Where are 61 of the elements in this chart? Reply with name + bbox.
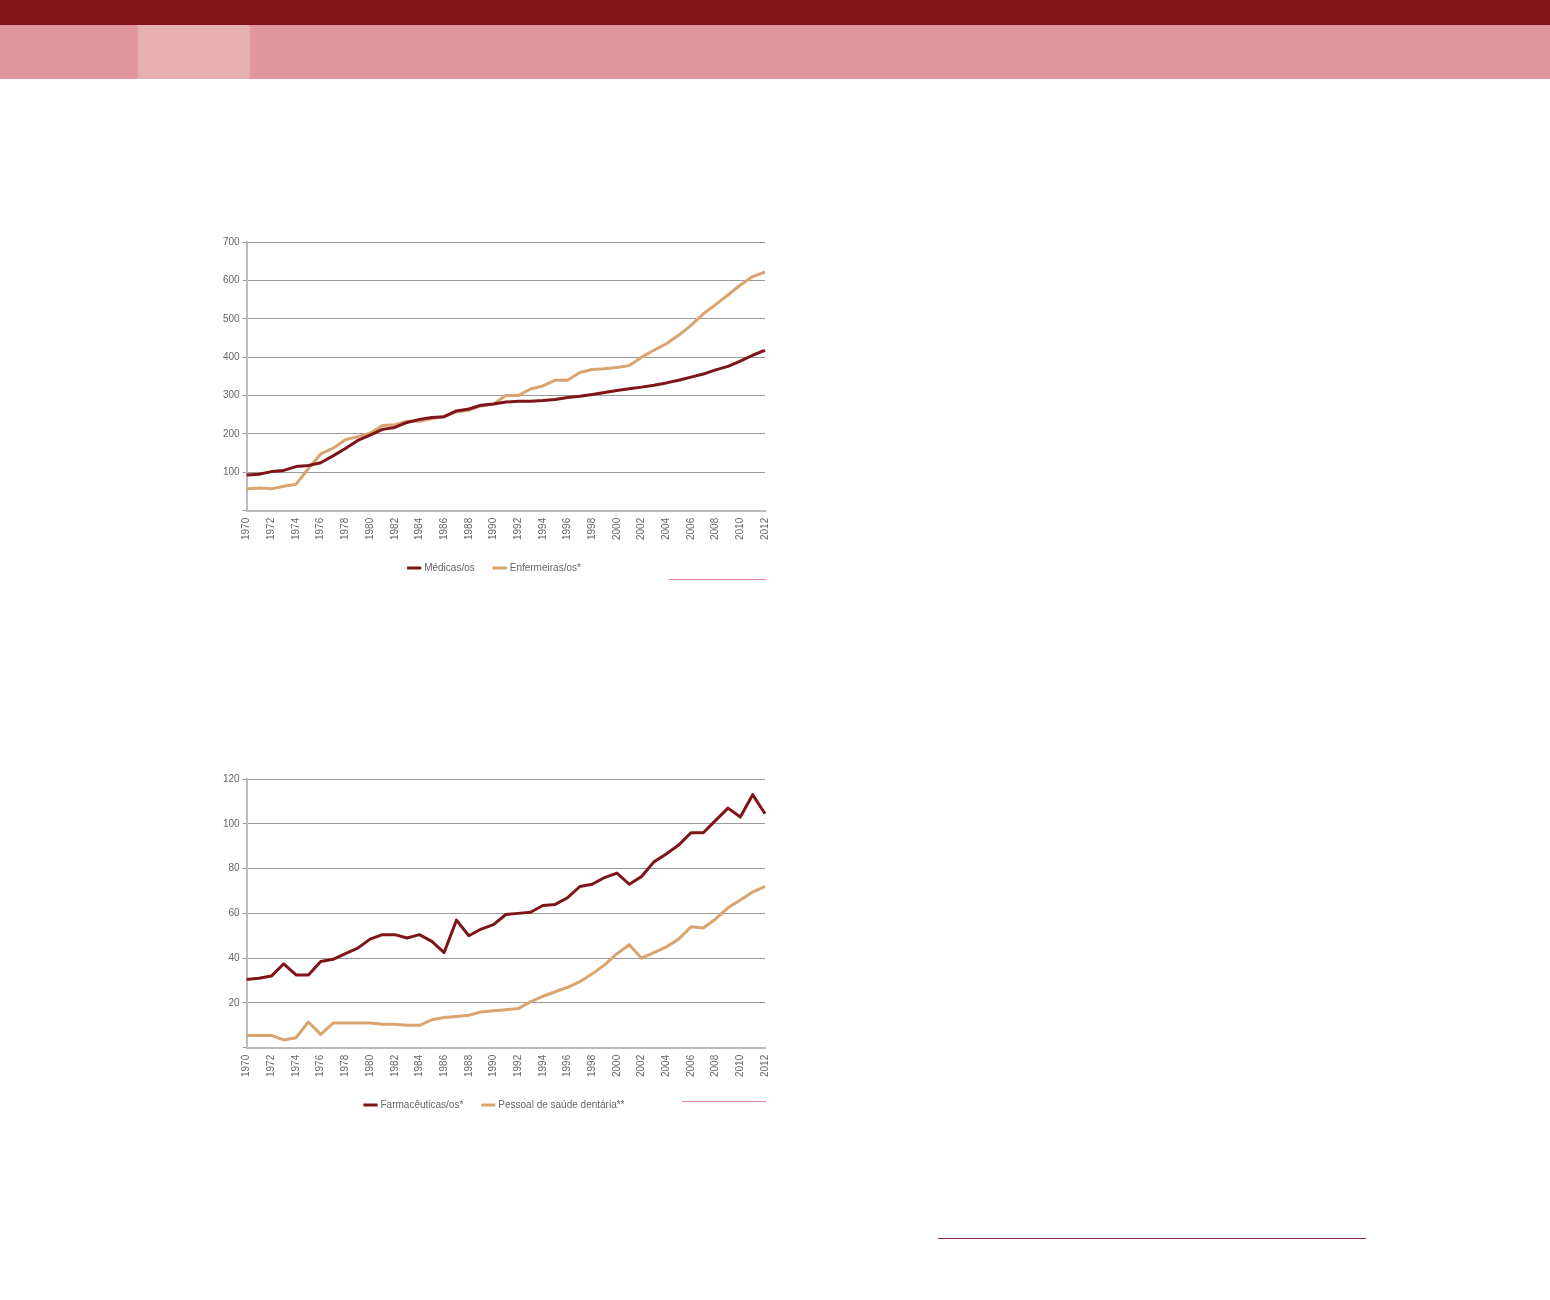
x-tick-label: 2000 xyxy=(610,1054,622,1077)
y-tick-label: 40 xyxy=(228,951,241,963)
y-tick-label: 700 xyxy=(223,235,241,247)
x-tick-label: 1976 xyxy=(314,517,326,540)
x-tick-label: 1970 xyxy=(240,517,252,540)
legend-label: Médicas/os xyxy=(424,561,475,573)
x-tick-label: 1972 xyxy=(265,517,277,540)
x-tick-label: 2008 xyxy=(709,1054,721,1077)
x-tick-label: 1998 xyxy=(585,517,597,540)
x-tick-label: 1978 xyxy=(339,1054,351,1077)
x-tick-label: 1974 xyxy=(289,517,301,540)
x-tick-label: 2002 xyxy=(635,517,647,540)
x-tick-label: 1986 xyxy=(437,517,449,540)
x-tick-label: 2010 xyxy=(734,517,746,540)
y-tick-label: 500 xyxy=(223,312,241,324)
x-tick-label: 2008 xyxy=(709,517,721,540)
legend-label: Farmacêuticas/os* xyxy=(380,1098,464,1110)
legend-label: Pessoal de saúde dentária** xyxy=(498,1098,625,1110)
x-tick-label: 1988 xyxy=(462,1054,474,1077)
x-tick-label: 2006 xyxy=(684,1054,696,1077)
x-tick-label: 2004 xyxy=(660,1054,672,1077)
x-tick-label: 1998 xyxy=(585,1054,597,1077)
x-tick-label: 1980 xyxy=(363,517,375,540)
y-tick-label: 60 xyxy=(228,907,241,919)
y-tick-label: 200 xyxy=(223,427,241,439)
x-tick-label: 1992 xyxy=(511,517,523,540)
x-tick-label: 2010 xyxy=(734,1054,746,1077)
x-tick-label: 1974 xyxy=(289,1054,301,1077)
y-tick-label: 120 xyxy=(223,772,241,784)
y-tick-label: 400 xyxy=(223,350,241,362)
x-tick-label: 1980 xyxy=(363,1054,375,1077)
x-tick-label: 1978 xyxy=(339,517,351,540)
x-tick-label: 1990 xyxy=(487,1054,499,1077)
x-tick-label: 1970 xyxy=(240,1054,252,1077)
x-tick-label: 1982 xyxy=(388,1054,400,1077)
legend-label: Enfermeiras/os* xyxy=(509,561,581,573)
x-tick-label: 2006 xyxy=(684,517,696,540)
x-tick-label: 2004 xyxy=(660,517,672,540)
x-tick-label: 1994 xyxy=(536,517,548,540)
x-tick-label: 1984 xyxy=(413,1054,425,1077)
x-tick-label: 1986 xyxy=(437,1054,449,1077)
x-tick-label: 1972 xyxy=(265,1054,277,1077)
x-tick-label: 1982 xyxy=(388,517,400,540)
x-tick-label: 1994 xyxy=(536,1054,548,1077)
y-tick-label: 600 xyxy=(223,274,241,286)
x-tick-label: 1990 xyxy=(487,517,499,540)
x-tick-label: 2012 xyxy=(758,517,770,540)
y-tick-label: 100 xyxy=(223,817,241,829)
x-tick-label: 1996 xyxy=(561,1054,573,1077)
x-tick-label: 2012 xyxy=(758,1054,770,1077)
x-tick-label: 1996 xyxy=(561,517,573,540)
x-tick-label: 2002 xyxy=(635,1054,647,1077)
x-tick-label: 1988 xyxy=(462,517,474,540)
y-tick-label: 20 xyxy=(228,996,241,1008)
x-tick-label: 1992 xyxy=(511,1054,523,1077)
x-tick-label: 1984 xyxy=(413,517,425,540)
y-tick-label: 100 xyxy=(223,466,241,478)
y-tick-label: 300 xyxy=(223,389,241,401)
x-tick-label: 1976 xyxy=(314,1054,326,1077)
y-tick-label: 80 xyxy=(228,862,241,874)
x-tick-label: 2000 xyxy=(610,517,622,540)
